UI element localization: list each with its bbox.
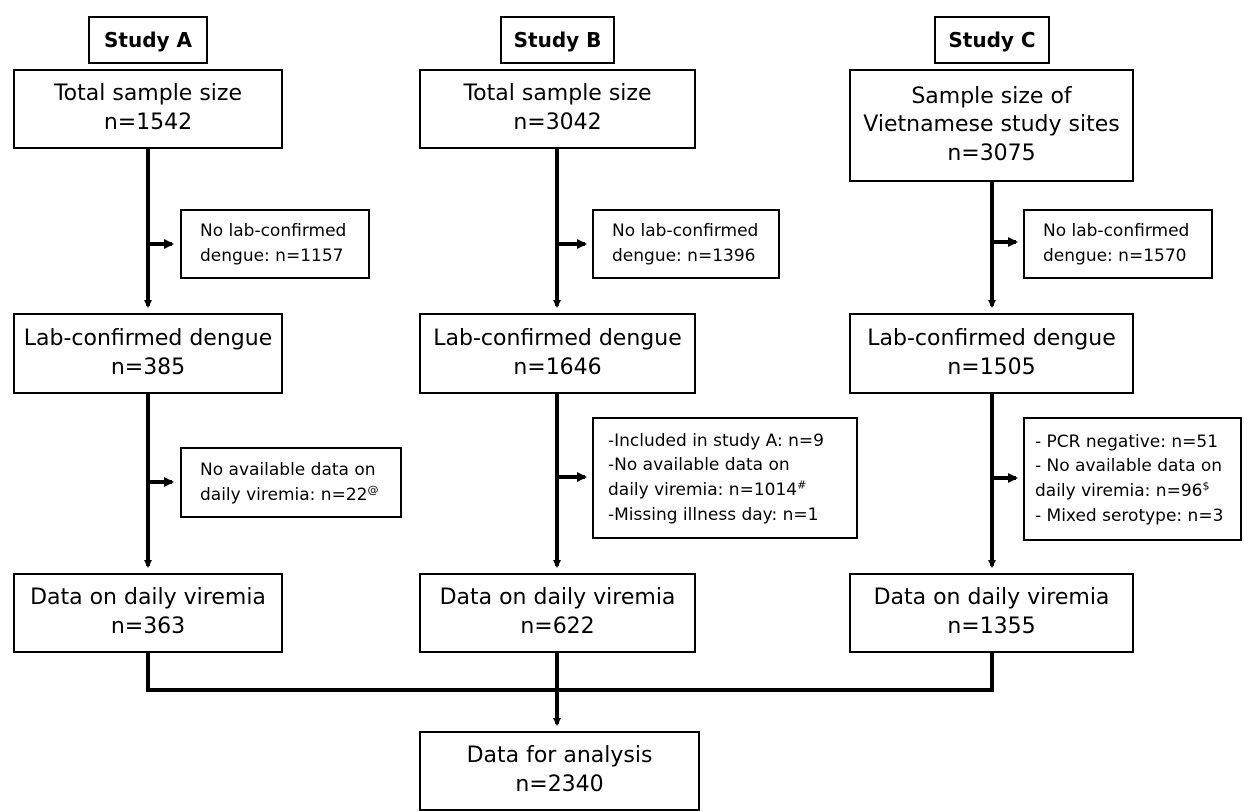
study-c-title: Study C <box>934 16 1050 64</box>
study-b-total-box: Total sample size n=3042 <box>419 69 696 149</box>
study-a-confirmed-box: Lab-confirmed dengue n=385 <box>13 313 283 394</box>
study-a-total-value: n=1542 <box>103 110 193 135</box>
study-a-excl2-line2: daily viremia: n=22@ <box>200 482 379 505</box>
study-c-viremia-label: Data on daily viremia <box>873 585 1110 611</box>
study-b-excl2-line1: -Included in study A: n=9 <box>608 430 824 451</box>
study-a-confirmed-label: Lab-confirmed dengue <box>23 325 273 351</box>
study-c-excl2-box: - PCR negative: n=51 - No available data… <box>1023 417 1242 541</box>
study-b-confirmed-label: Lab-confirmed dengue <box>433 325 682 351</box>
final-analysis-box: Data for analysis n=2340 <box>419 731 700 811</box>
study-b-excl2-line2: -No available data on <box>608 455 790 476</box>
study-a-viremia-label: Data on daily viremia <box>30 585 266 611</box>
study-c-total-label2: Vietnamese study sites <box>863 112 1120 138</box>
study-b-total-value: n=3042 <box>513 110 602 135</box>
study-b-excl1-line1: No lab-confirmed <box>612 221 759 242</box>
study-c-viremia-value: n=1355 <box>947 614 1036 639</box>
study-c-confirmed-value: n=1505 <box>947 354 1036 380</box>
study-c-excl2-line2: - No available data on <box>1035 456 1223 477</box>
final-analysis-value: n=2340 <box>515 772 604 797</box>
study-c-confirmed-box: Lab-confirmed dengue n=1505 <box>849 313 1134 394</box>
study-b-viremia-value: n=622 <box>520 614 595 639</box>
study-a-excl1-box: No lab-confirmed dengue: n=1157 <box>180 209 370 279</box>
study-a-total-label: Total sample size <box>53 81 242 107</box>
study-b-viremia-label: Data on daily viremia <box>439 585 676 611</box>
study-b-excl1-line2: dengue: n=1396 <box>612 246 756 266</box>
study-b-excl1-box: No lab-confirmed dengue: n=1396 <box>592 209 780 279</box>
study-c-viremia-box: Data on daily viremia n=1355 <box>849 573 1134 653</box>
study-b-viremia-box: Data on daily viremia n=622 <box>419 573 696 653</box>
study-b-excl2-line3: daily viremia: n=1014# <box>608 478 807 500</box>
study-a-title: Study A <box>88 16 208 64</box>
study-c-excl1-line2: dengue: n=1570 <box>1043 246 1187 266</box>
study-a-title-text: Study A <box>104 27 192 52</box>
study-c-excl2-line1: - PCR negative: n=51 <box>1035 431 1219 452</box>
footnote-marker-hash: # <box>797 478 807 492</box>
study-c-confirmed-label: Lab-confirmed dengue <box>867 325 1116 351</box>
final-analysis-label: Data for analysis <box>466 743 653 769</box>
study-b-title-text: Study B <box>513 27 602 52</box>
study-c-excl1-line1: No lab-confirmed <box>1043 221 1190 242</box>
study-a-excl2-line1: No available data on <box>200 459 376 480</box>
study-b-total-label: Total sample size <box>463 81 652 107</box>
study-a-viremia-value: n=363 <box>110 614 186 639</box>
study-c-excl2-line3: daily viremia: n=96$ <box>1035 479 1210 501</box>
study-c-total-value: n=3075 <box>947 140 1036 166</box>
study-b-excl2-box: -Included in study A: n=9 -No available … <box>592 417 858 539</box>
study-b-title: Study B <box>500 16 615 64</box>
study-a-viremia-box: Data on daily viremia n=363 <box>13 573 283 653</box>
study-a-excl1-line2: dengue: n=1157 <box>200 246 344 266</box>
study-a-total-box: Total sample size n=1542 <box>13 69 283 149</box>
footnote-marker-dollar: $ <box>1202 479 1210 493</box>
study-a-confirmed-value: n=385 <box>110 354 186 380</box>
study-a-excl2-box: No available data on daily viremia: n=22… <box>180 447 402 518</box>
study-c-total-label1: Sample size of <box>911 83 1072 109</box>
study-c-excl2-line4: - Mixed serotype: n=3 <box>1035 505 1224 526</box>
study-c-title-text: Study C <box>948 27 1036 52</box>
study-b-excl2-line4: -Missing illness day: n=1 <box>608 504 819 525</box>
footnote-marker-at: @ <box>367 482 379 496</box>
study-a-excl1-line1: No lab-confirmed <box>200 221 347 242</box>
study-b-confirmed-value: n=1646 <box>513 354 602 380</box>
study-c-total-box: Sample size of Vietnamese study sites n=… <box>849 69 1134 182</box>
study-b-confirmed-box: Lab-confirmed dengue n=1646 <box>419 313 696 394</box>
study-c-excl1-box: No lab-confirmed dengue: n=1570 <box>1023 209 1213 279</box>
